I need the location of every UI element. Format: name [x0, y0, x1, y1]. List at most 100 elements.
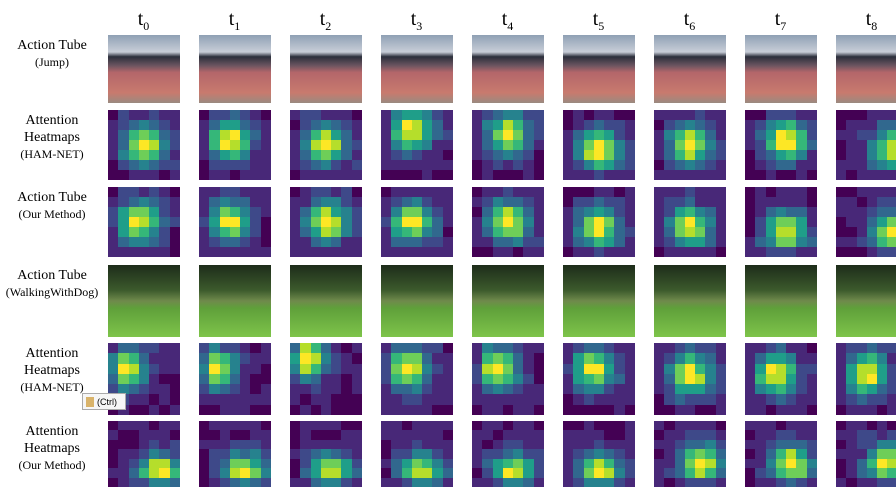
heatmap-pixel: [159, 160, 170, 171]
heatmap-pixel: [149, 343, 160, 354]
heatmap-pixel: [877, 227, 888, 238]
heatmap-pixel: [240, 197, 251, 208]
heatmap-pixel: [654, 364, 665, 375]
heatmap-pixel: [755, 140, 766, 151]
heatmap-pixel: [604, 160, 615, 171]
heatmap-pixel: [716, 405, 726, 415]
heatmap-pixel: [209, 405, 220, 415]
heatmap-pixel: [766, 110, 777, 121]
heatmap-pixel: [503, 197, 514, 208]
heatmap-pixel: [118, 160, 129, 171]
heatmap-pixel: [311, 421, 322, 431]
heatmap-pixel: [220, 110, 231, 121]
heatmap-pixel: [250, 130, 261, 141]
heatmap-pixel: [695, 468, 706, 478]
heatmap-pixel: [625, 140, 635, 151]
heatmap-pixel: [300, 130, 311, 141]
heatmap-pixel: [391, 364, 402, 375]
heatmap-pixel: [705, 217, 716, 228]
heatmap-pixel: [220, 405, 231, 415]
heatmap-pixel: [604, 394, 615, 405]
heatmap-pixel: [584, 364, 595, 375]
heatmap-pixel: [745, 478, 756, 487]
heatmap-pixel: [796, 394, 807, 405]
heatmap-pixel: [503, 110, 514, 121]
heatmap-pixel: [118, 430, 129, 440]
heatmap-pixel: [786, 217, 797, 228]
heatmap-pixel: [331, 430, 342, 440]
heatmap-pixel: [594, 478, 605, 487]
paste-options-button[interactable]: (Ctrl): [82, 393, 126, 410]
video-frame: [199, 265, 271, 337]
heatmap-pixel: [443, 421, 453, 431]
heatmap-pixel: [149, 478, 160, 487]
heatmap-pixel: [199, 405, 210, 415]
heatmap-pixel: [695, 440, 706, 450]
video-frame: [381, 35, 453, 103]
heatmap-pixel: [209, 421, 220, 431]
heatmap-pixel: [170, 430, 180, 440]
heatmap-pixel: [836, 353, 847, 364]
heatmap-pixel: [240, 384, 251, 395]
row-label-line: Heatmaps: [0, 129, 104, 146]
heatmap-pixel: [311, 405, 322, 415]
heatmap-pixel: [300, 430, 311, 440]
heatmap-pixel: [745, 197, 756, 208]
heatmap-pixel: [573, 478, 584, 487]
heatmap-pixel: [604, 353, 615, 364]
heatmap-pixel: [867, 478, 878, 487]
heatmap-pixel: [836, 140, 847, 151]
heatmap-pixel: [472, 237, 483, 248]
heatmap-pixel: [290, 394, 301, 405]
heatmap-pixel: [391, 384, 402, 395]
heatmap-pixel: [170, 110, 180, 121]
heatmap-pixel: [300, 187, 311, 198]
heatmap-pixel: [625, 343, 635, 354]
heatmap-pixel: [776, 247, 787, 257]
heatmap-pixel: [716, 421, 726, 431]
page: t0t1t2t3t4t5t6t7t8Action Tube(Jump)Atten…: [0, 0, 896, 487]
heatmap-pixel: [493, 140, 504, 151]
heatmap-pixel: [614, 237, 625, 248]
heatmap-pixel: [482, 364, 493, 375]
heatmap-pixel: [493, 364, 504, 375]
heatmap-pixel: [654, 237, 665, 248]
heatmap-pixel: [352, 217, 362, 228]
heatmap-pixel: [139, 207, 150, 218]
heatmap-pixel: [664, 353, 675, 364]
heatmap-pixel: [755, 374, 766, 385]
heatmap-pixel: [321, 207, 332, 218]
heatmap-pixel: [584, 247, 595, 257]
heatmap-pixel: [311, 343, 322, 354]
heatmap-pixel: [766, 217, 777, 228]
heatmap-pixel: [159, 364, 170, 375]
heatmap-pixel: [563, 247, 574, 257]
heatmap-pixel: [766, 421, 777, 431]
heatmap-pixel: [149, 353, 160, 364]
row-label: AttentionHeatmaps(Our Method): [0, 423, 104, 474]
heatmap-pixel: [261, 394, 271, 405]
heatmap-pixel: [261, 374, 271, 385]
heatmap-pixel: [604, 207, 615, 218]
heatmap-pixel: [321, 217, 332, 228]
heatmap-pixel: [573, 217, 584, 228]
heatmap-pixel: [240, 343, 251, 354]
heatmap-pixel: [654, 217, 665, 228]
heatmap-pixel: [311, 468, 322, 478]
heatmap-pixel: [422, 217, 433, 228]
heatmap-pixel: [513, 150, 524, 161]
heatmap: [108, 421, 180, 487]
heatmap-pixel: [534, 353, 544, 364]
heatmap-pixel: [705, 364, 716, 375]
heatmap-pixel: [705, 478, 716, 487]
heatmap-pixel: [573, 343, 584, 354]
heatmap-pixel: [422, 384, 433, 395]
heatmap-pixel: [745, 217, 756, 228]
heatmap-pixel: [432, 430, 443, 440]
heatmap-pixel: [240, 478, 251, 487]
heatmap-pixel: [432, 468, 443, 478]
heatmap-pixel: [352, 237, 362, 248]
row-label-line: (WalkingWithDog): [0, 284, 104, 301]
video-frame: [654, 35, 726, 103]
heatmap-pixel: [381, 478, 392, 487]
